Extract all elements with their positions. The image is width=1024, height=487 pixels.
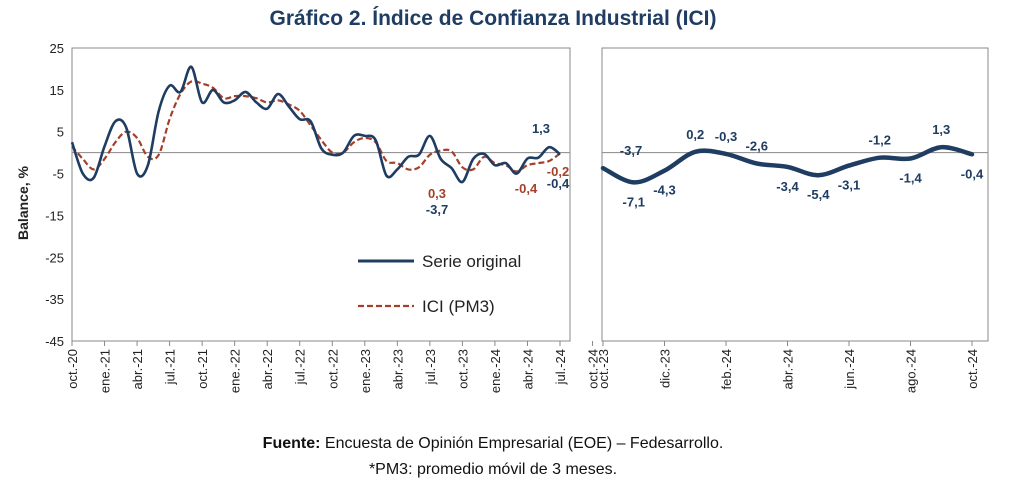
zoom-data-label: -0,3	[715, 129, 737, 144]
y-tick-label: 25	[50, 41, 64, 56]
x-tick-label: abr.-23	[390, 349, 405, 389]
y-axis-label: Balance, %	[15, 165, 31, 239]
zoom-data-label: -4,3	[653, 183, 675, 198]
x-tick-label: oct.-20	[65, 349, 80, 389]
data-label: 1,3	[532, 121, 550, 136]
data-label: -0,2	[547, 164, 569, 179]
zoom-data-label: -3,7	[620, 143, 642, 158]
legend-label-original: Serie original	[422, 252, 521, 271]
series-original-line	[70, 65, 561, 184]
series-pm3-line	[71, 79, 561, 173]
x-tick-label: ago.-24	[904, 349, 919, 393]
y-tick-label: 15	[50, 83, 64, 98]
x-tick-label: jul.-22	[293, 349, 308, 385]
x-tick-label: abr.-21	[130, 349, 145, 389]
x-tick-label: oct.-24	[965, 349, 980, 389]
y-tick-label: -45	[45, 334, 64, 349]
right-plot-frame	[601, 47, 989, 342]
y-tick-label: -25	[45, 250, 64, 265]
zoom-series-original-line	[600, 144, 975, 185]
x-tick-label: dic.-23	[658, 349, 673, 388]
x-tick-label: abr.-22	[260, 349, 275, 389]
x-tick-label: feb.-24	[719, 349, 734, 389]
y-tick-label: -15	[45, 208, 64, 223]
x-tick-label: oct.-24	[586, 349, 601, 389]
x-tick-label: ene.-24	[488, 349, 503, 393]
zoom-data-label: -1,4	[899, 171, 922, 186]
legend-label-pm3: ICI (PM3)	[422, 297, 495, 316]
x-tick-label: ene.-23	[358, 349, 373, 393]
data-label: -0,4	[515, 181, 538, 196]
data-label: -0,4	[547, 176, 570, 191]
y-tick-label: 5	[57, 125, 64, 140]
source-text: Encuesta de Opinión Empresarial (EOE) – …	[320, 435, 723, 452]
x-tick-label: oct.-22	[325, 349, 340, 389]
x-tick-label: jun.-24	[842, 349, 857, 390]
x-tick-label: abr.-24	[781, 349, 796, 389]
data-label: -3,7	[426, 202, 448, 217]
zoom-data-label: 1,3	[932, 122, 950, 137]
zoom-data-label: -2,6	[746, 139, 768, 154]
zoom-data-label: -0,4	[961, 166, 984, 181]
x-tick-label: jul.-21	[163, 349, 178, 385]
source-label: Fuente:	[263, 435, 321, 452]
zoom-data-label: -3,1	[838, 178, 860, 193]
zoom-data-label: -3,4	[776, 179, 799, 194]
x-tick-label: jul.-24	[553, 349, 568, 385]
pm3-note: *PM3: promedio móvil de 3 meses.	[369, 461, 617, 478]
source-note: Fuente: Encuesta de Opinión Empresarial …	[263, 435, 724, 452]
left-plot-frame	[71, 47, 571, 342]
x-tick-label: oct.-21	[195, 349, 210, 389]
data-label: 0,3	[428, 186, 446, 201]
y-tick-label: -5	[52, 167, 64, 182]
zoom-data-label: -5,4	[807, 187, 830, 202]
zoom-data-label: 0,2	[686, 127, 704, 142]
x-tick-label: abr.-24	[520, 349, 535, 389]
chart-title: Gráfico 2. Índice de Confianza Industria…	[270, 7, 717, 30]
zoom-data-label: -1,2	[869, 133, 891, 148]
x-tick-label: jul.-23	[423, 349, 438, 385]
x-tick-label: oct.-23	[596, 349, 611, 389]
zoom-data-label: -7,1	[623, 194, 645, 209]
x-tick-label: oct.-23	[455, 349, 470, 389]
x-tick-label: ene.-22	[228, 349, 243, 393]
x-tick-label: ene.-21	[98, 349, 113, 393]
y-tick-label: -35	[45, 292, 64, 307]
